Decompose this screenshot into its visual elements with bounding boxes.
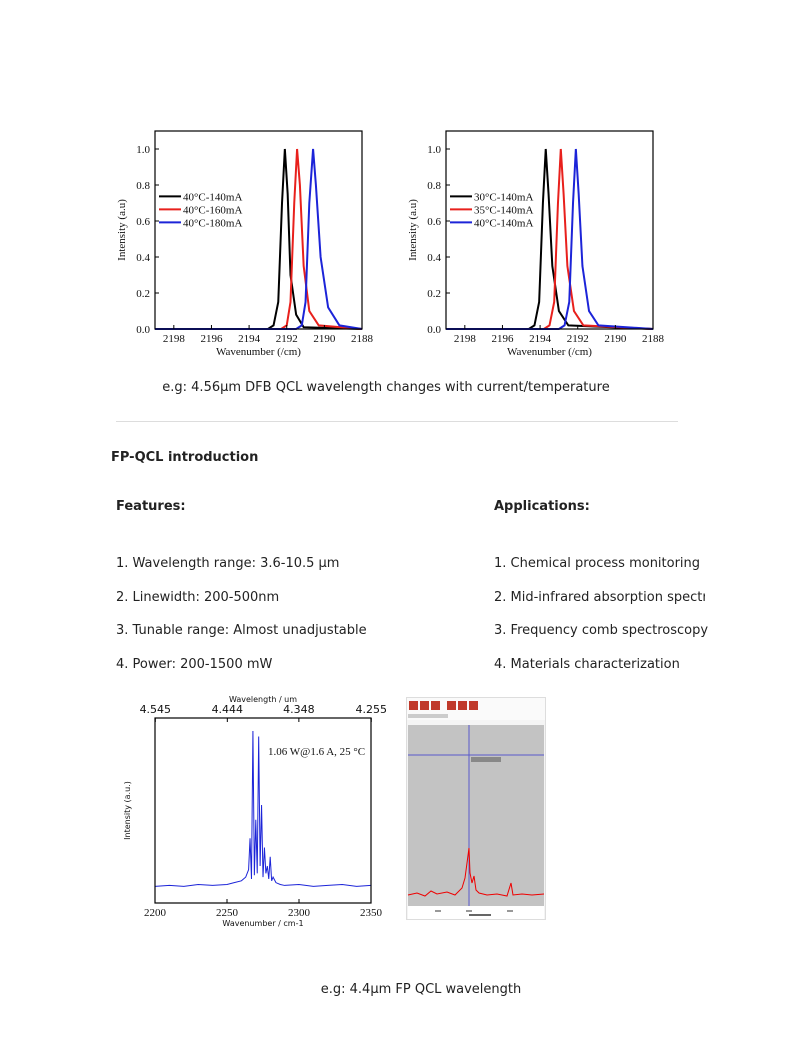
feature-item: 1. Wavelength range: 3.6-10.5 μm [116,556,340,571]
annotation: 1.06 W@1.6 A, 25 °C [268,746,365,758]
series-line [155,148,363,330]
feature-item: 2. Linewidth: 200-500nm [116,590,280,605]
y-axis-label: Intensity (a.u) [116,199,128,261]
x-axis-label: Wavenumber / cm-1 [222,919,303,928]
x-tick-label: 2196 [491,333,514,345]
plot-frame [445,130,654,330]
feature-item: 3. Tunable range: Almost unadjustable [116,623,367,638]
y-axis-label: Intensity (a.u) [407,199,419,261]
plot-frame [154,130,363,330]
series-line [154,730,372,887]
y-tick-label: 0.0 [427,324,441,336]
applications-heading: Applications: [494,499,590,514]
legend-label: 30°C-140mA [474,191,533,203]
series-line [155,148,363,330]
x-tick-label: 2190 [604,333,627,345]
x-tick-label: 2192 [276,333,298,345]
plot-frame [154,717,372,904]
x-axis-label: Wavenumber (/cm) [216,346,301,358]
caption: e.g: 4.4μm FP QCL wavelength [320,982,522,997]
y-tick-label: 0.6 [136,216,150,228]
application-item: 3. Frequency comb spectroscopy [494,623,709,638]
series-line [446,148,654,330]
x-tick-label: 2198 [163,333,186,345]
y-tick-label: 1.0 [136,144,150,156]
application-item: 1. Chemical process monitoring [494,556,701,571]
x-tick-label: 2300 [288,907,311,919]
x-tick-label: 2196 [200,333,223,345]
x-tick-label: 2250 [216,907,239,919]
y-tick-label: 0.2 [136,288,150,300]
y-axis-label: Intensity (a.u.) [123,781,132,840]
legend-label: 40°C-160mA [183,204,242,216]
x-axis-label: Wavenumber (/cm) [507,346,592,358]
x-tick-label: 2350 [360,907,383,919]
x-tick-label: 2194 [238,333,261,345]
x-tick-label: 2192 [567,333,589,345]
y-tick-label: 0.6 [427,216,441,228]
caption: e.g: 4.56μm DFB QCL wavelength changes w… [162,380,610,395]
x2-tick-label: 4.348 [283,703,315,716]
y-tick-label: 0.2 [427,288,441,300]
series-line [446,148,654,330]
feature-item: 4. Power: 200-1500 mW [116,657,273,672]
x-tick-label: 2188 [351,333,374,345]
legend-label: 40°C-140mA [474,217,533,229]
x-tick-label: 2200 [144,907,167,919]
features-heading: Features: [116,499,186,514]
chart: 2200 2250 2300 2350 4.545 4.444 4.348 4.255 Wave… [123,695,388,928]
software-screenshot [406,697,546,920]
x2-tick-label: 4.255 [356,703,388,716]
y-tick-label: 0.8 [427,180,441,192]
x-tick-label: 2198 [454,333,477,345]
legend-label: 40°C-180mA [183,217,242,229]
divider [116,421,678,422]
screenshot-drawing [407,698,545,919]
x2-axis-label: Wavelength / um [229,695,297,704]
y-tick-label: 0.8 [136,180,150,192]
series-line [446,148,654,330]
x2-tick-label: 4.444 [212,703,244,716]
y-tick-label: 0.4 [136,252,150,264]
application-item: 4. Materials characterization [494,657,680,672]
section-title: FP-QCL introduction [111,450,259,465]
series-line [155,148,363,330]
x-tick-label: 2190 [313,333,336,345]
legend-label: 40°C-140mA [183,191,242,203]
y-tick-label: 1.0 [427,144,441,156]
y-tick-label: 0.4 [427,252,441,264]
application-item: 2. Mid-infrared absorption spectro [494,590,705,605]
y-tick-label: 0.0 [136,324,150,336]
x-tick-label: 2188 [642,333,665,345]
x2-tick-label: 4.545 [140,703,172,716]
x-tick-label: 2194 [529,333,552,345]
legend-label: 35°C-140mA [474,204,533,216]
